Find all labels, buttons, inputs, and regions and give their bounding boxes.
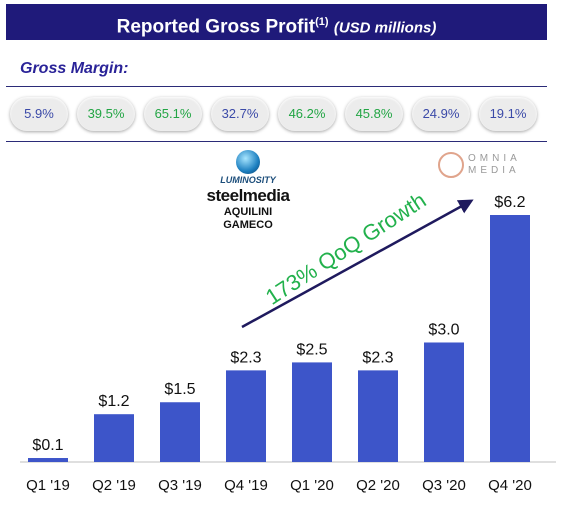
divider-top (6, 86, 547, 87)
gross-margin-pill: 65.1% (144, 97, 202, 131)
data-label: $0.1 (32, 437, 63, 454)
chart-title: Reported Gross Profit (116, 16, 316, 38)
acquired-logos: LUMINOSITY steelmedia AQUILINI GAMECO (196, 150, 300, 232)
data-label: $3.0 (428, 321, 459, 338)
x-tick-label: Q3 '19 (158, 477, 202, 494)
x-tick-label: Q2 '20 (356, 477, 400, 494)
data-label: $1.2 (98, 393, 129, 410)
omnia-ring-icon (438, 152, 464, 178)
bar (292, 362, 332, 462)
divider-bottom (6, 141, 547, 142)
data-label: $2.5 (296, 341, 327, 358)
gross-margin-pill: 39.5% (77, 97, 135, 131)
gross-margin-pill: 19.1% (479, 97, 537, 131)
aquilini-text: AQUILINI (223, 206, 273, 218)
growth-arrow (241, 199, 474, 329)
gross-margin-pill: 24.9% (412, 97, 470, 131)
gross-margin-pill: 46.2% (278, 97, 336, 131)
x-tick-label: Q1 '20 (290, 477, 334, 494)
bar (94, 414, 134, 462)
bar (490, 215, 530, 462)
data-label: $2.3 (230, 349, 261, 366)
media-text: MEDIA (468, 165, 520, 176)
x-tick-label: Q2 '19 (92, 477, 136, 494)
chart-title-bar: Reported Gross Profit(1) (USD millions) (6, 4, 547, 40)
omnia-media-logo: OMNIA MEDIA (438, 150, 538, 184)
x-tick-label: Q4 '19 (224, 477, 268, 494)
bar (28, 458, 68, 462)
luminosity-logo-text: LUMINOSITY (220, 175, 276, 185)
data-label: $1.5 (164, 381, 195, 398)
omnia-text: OMNIA (468, 153, 521, 164)
x-tick-label: Q3 '20 (422, 477, 466, 494)
gross-margin-pill: 45.8% (345, 97, 403, 131)
x-tick-label: Q4 '20 (488, 477, 532, 494)
title-unit: (USD millions) (333, 19, 437, 37)
bar (160, 402, 200, 462)
gameco-text: GAMECO (223, 219, 273, 231)
gross-margin-label: Gross Margin: (20, 60, 129, 77)
title-footnote: (1) (315, 16, 329, 28)
data-label: $2.3 (362, 349, 393, 366)
steelmedia-logo: steelmedia (206, 186, 290, 205)
bar (226, 370, 266, 462)
gross-margin-row: 5.9% 39.5% 65.1% 32.7% 46.2% 45.8% 24.9%… (0, 95, 571, 135)
bar (358, 370, 398, 462)
gross-margin-pill: 32.7% (211, 97, 269, 131)
x-tick-label: Q1 '19 (26, 477, 70, 494)
luminosity-logo-icon (236, 150, 260, 174)
bar (424, 342, 464, 462)
gross-margin-pill: 5.9% (10, 97, 68, 131)
data-label: $6.2 (494, 194, 525, 211)
